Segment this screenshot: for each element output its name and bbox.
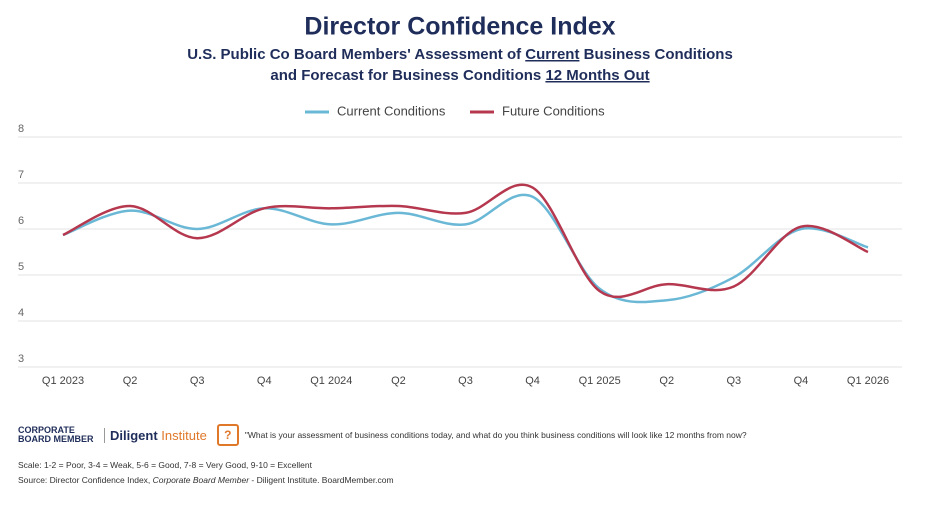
line	[62, 183, 869, 299]
chart: Director Confidence Index U.S. Public Co…	[18, 13, 902, 387]
y-tick-label: 5	[18, 261, 24, 273]
y-tick-label: 3	[18, 353, 24, 365]
footer: CORPORATE BOARD MEMBER Diligent Institut…	[18, 424, 918, 485]
source: Source: Director Confidence Index, Corpo…	[18, 475, 918, 485]
subtitle-part: 12 Months Out	[545, 67, 649, 84]
x-tick-label: Q4	[257, 375, 272, 387]
x-tick-label: Q4	[794, 375, 809, 387]
y-tick-label: 8	[18, 123, 24, 135]
source-part: Source: Director Confidence Index,	[18, 475, 153, 485]
x-tick-label: Q2	[659, 375, 674, 387]
legend-label: Future Conditions	[502, 103, 605, 118]
logo-text: Institute	[161, 427, 207, 443]
y-tick-label: 7	[18, 169, 24, 181]
logo: CORPORATE BOARD MEMBER	[18, 425, 94, 444]
icon: ?	[216, 424, 239, 446]
source-part: Corporate Board Member	[152, 475, 250, 485]
subtitle-part: Business Conditions	[579, 46, 732, 63]
legend-label: Current Conditions	[337, 103, 446, 118]
x-tick-label: Q3	[190, 375, 205, 387]
x-tick-label: Q1 2023	[42, 375, 84, 387]
subtitle-part: U.S. Public Co Board Members' Assessment…	[187, 46, 525, 63]
x-tick-label: Q2	[391, 375, 406, 387]
source-part: - Diligent Institute. BoardMember.com	[249, 475, 394, 485]
x-tick-label: Q4	[525, 375, 540, 387]
line	[62, 193, 869, 304]
x-tick-label: Q1 2026	[847, 375, 889, 387]
y-tick-label: 6	[18, 215, 24, 227]
logo: Diligent Institute	[104, 427, 207, 443]
y-tick-label: 4	[18, 307, 24, 319]
subtitle: and Forecast for Business Conditions 12 …	[270, 67, 649, 84]
question: "What is your assessment of business con…	[244, 430, 747, 440]
subtitle-part: and Forecast for Business Conditions	[270, 67, 545, 84]
chart-title: Director Confidence Index	[304, 13, 615, 41]
subtitle-part: Current	[525, 46, 579, 63]
x-tick-label: Q1 2024	[310, 375, 352, 387]
x-tick-label: Q2	[123, 375, 138, 387]
x-tick-label: Q3	[726, 375, 741, 387]
logos: CORPORATE BOARD MEMBER Diligent Institut…	[18, 424, 918, 446]
x-tick-label: Q1 2025	[579, 375, 621, 387]
x-tick-label: Q3	[458, 375, 473, 387]
logo-text: Diligent	[110, 427, 158, 443]
scale-note: Scale: 1-2 = Poor, 3-4 = Weak, 5-6 = Goo…	[18, 460, 312, 470]
subtitle: U.S. Public Co Board Members' Assessment…	[187, 46, 733, 63]
